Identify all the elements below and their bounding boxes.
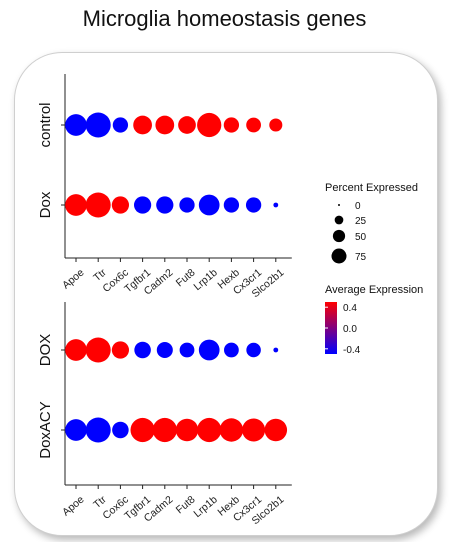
color-legend-label: 0.4 xyxy=(343,303,357,314)
dot xyxy=(134,341,151,359)
x-tick-label: Apoe xyxy=(60,267,87,292)
color-legend-label: 0.0 xyxy=(343,324,357,335)
size-legend-label: 75 xyxy=(355,252,367,263)
dot xyxy=(85,337,111,363)
dot xyxy=(245,197,262,213)
dot xyxy=(175,418,199,442)
dot xyxy=(242,418,266,442)
color-legend-title: Average Expression xyxy=(325,284,423,296)
dot xyxy=(156,341,173,359)
size-legend-dot xyxy=(332,229,346,243)
size-legend-dot xyxy=(338,204,340,206)
dot xyxy=(65,419,87,441)
size-legend-label: 0 xyxy=(355,201,361,212)
dot xyxy=(246,342,261,358)
size-legend-dot xyxy=(331,248,347,264)
dot xyxy=(246,117,261,133)
dot xyxy=(65,339,87,361)
dot xyxy=(223,117,240,133)
dot xyxy=(198,194,220,216)
y-tick-label: Dox xyxy=(37,191,54,218)
dot xyxy=(178,116,196,134)
y-tick-label: DoxACY xyxy=(37,401,54,459)
dot xyxy=(197,417,222,443)
dot xyxy=(133,196,152,214)
dot xyxy=(133,115,152,135)
dot xyxy=(273,202,279,208)
dot xyxy=(112,117,129,133)
dot xyxy=(223,197,240,213)
dot xyxy=(85,112,111,138)
dot xyxy=(152,417,177,443)
dot xyxy=(65,194,87,216)
dot xyxy=(112,421,129,439)
color-legend-bar xyxy=(325,302,337,354)
dot xyxy=(130,417,155,443)
dot xyxy=(198,339,220,361)
page-title: Microglia homeostasis genes xyxy=(82,6,367,31)
dot xyxy=(224,342,239,358)
dot xyxy=(111,196,130,214)
dot xyxy=(85,417,111,443)
dot xyxy=(111,341,130,359)
dot xyxy=(156,196,174,214)
size-legend-dot xyxy=(334,215,344,225)
figure-card xyxy=(14,52,438,536)
y-tick-label: control xyxy=(37,102,54,147)
dot xyxy=(197,112,222,138)
y-tick-label: DOX xyxy=(37,334,54,367)
dot xyxy=(273,347,279,353)
size-legend-title: Percent Expressed xyxy=(325,182,418,194)
x-tick-label: Lrp1b xyxy=(191,494,219,521)
dot xyxy=(179,342,195,358)
dot xyxy=(155,115,175,135)
x-tick-label: Apoe xyxy=(60,494,87,519)
size-legend-label: 50 xyxy=(355,232,367,243)
dot xyxy=(264,418,288,442)
dot xyxy=(269,118,283,132)
dot xyxy=(65,114,87,136)
dot xyxy=(85,192,111,218)
dot xyxy=(219,418,244,442)
x-tick-label: Lrp1b xyxy=(191,267,219,294)
dot xyxy=(179,197,195,213)
size-legend-label: 25 xyxy=(355,216,367,227)
color-legend-label: -0.4 xyxy=(343,345,361,356)
